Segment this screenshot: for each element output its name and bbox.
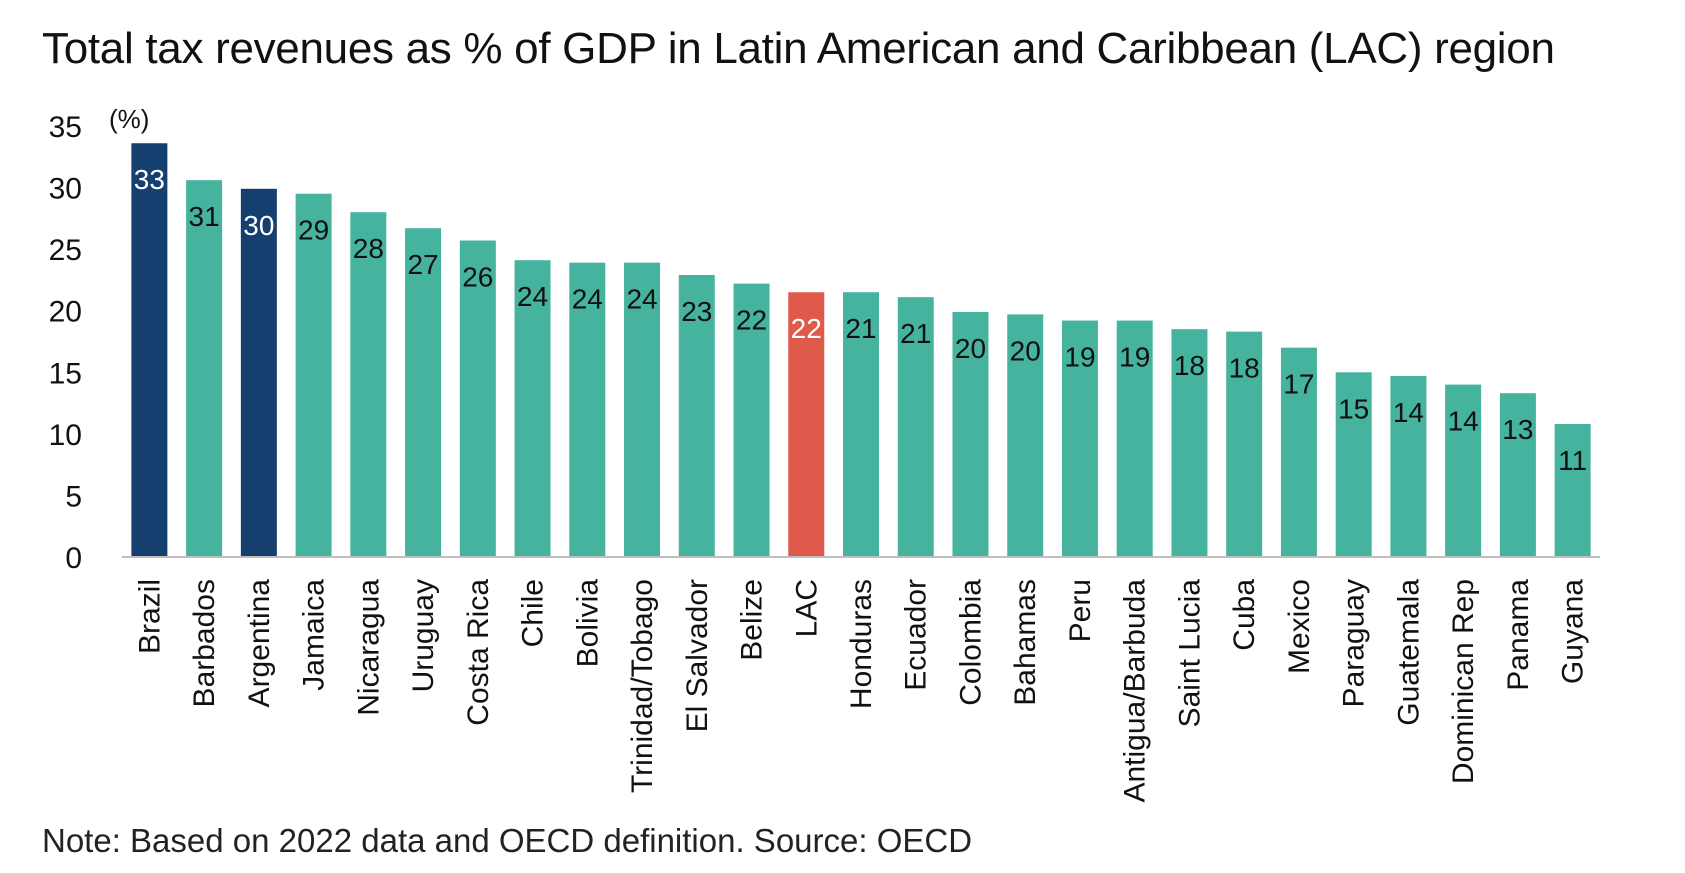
y-tick-label: 5 [65, 480, 82, 513]
bar [788, 292, 825, 557]
bar [843, 292, 879, 557]
category-label: Jamaica [298, 579, 331, 691]
data-label: 33 [134, 164, 165, 195]
bar [405, 228, 442, 558]
bar [186, 180, 223, 557]
category-label: Panama [1502, 579, 1535, 691]
category-label: Brazil [133, 579, 166, 654]
bar [240, 188, 277, 557]
data-label: 22 [736, 305, 767, 336]
data-label: 23 [681, 296, 712, 327]
category-label: Paraguay [1338, 579, 1371, 707]
category-label: Guyana [1557, 579, 1590, 684]
bar [1116, 320, 1153, 557]
chart-title: Total tax revenues as % of GDP in Latin … [42, 24, 1555, 73]
bar [514, 260, 551, 557]
bar [295, 193, 332, 557]
data-label: 19 [1119, 342, 1150, 373]
category-label: El Salvador [681, 579, 714, 732]
data-label: 31 [189, 201, 220, 232]
y-tick-label: 35 [49, 111, 82, 144]
data-label: 28 [353, 233, 384, 264]
bar [350, 212, 387, 557]
bar [678, 275, 715, 557]
data-label: 24 [626, 284, 657, 315]
y-tick-label: 0 [65, 542, 82, 575]
bar [131, 143, 168, 558]
data-label: 14 [1448, 406, 1479, 437]
data-label: 14 [1393, 397, 1424, 428]
data-label: 13 [1502, 414, 1533, 445]
data-label: 24 [517, 281, 548, 312]
data-label: 26 [462, 262, 493, 293]
data-label: 29 [298, 215, 329, 246]
category-label: Ecuador [900, 579, 933, 691]
category-label: Uruguay [407, 579, 440, 692]
category-label: Bahamas [1009, 579, 1042, 706]
y-tick-label: 25 [49, 234, 82, 267]
data-label: 24 [572, 284, 603, 315]
category-label: Argentina [243, 579, 276, 708]
bar [1445, 384, 1482, 557]
category-label: Nicaragua [352, 579, 385, 716]
bar [1061, 320, 1098, 557]
source-note: Note: Based on 2022 data and OECD defini… [42, 822, 973, 859]
bar [1226, 331, 1263, 557]
bar [1499, 393, 1536, 557]
data-label: 21 [900, 318, 931, 349]
data-label: 20 [1010, 335, 1041, 366]
data-label: 18 [1229, 353, 1260, 384]
y-tick-label: 10 [49, 419, 82, 452]
bar [1007, 314, 1044, 557]
data-label: 20 [955, 333, 986, 364]
category-label: Bolivia [571, 579, 604, 668]
category-label: Dominican Rep [1447, 579, 1480, 784]
category-label: Colombia [954, 579, 987, 706]
bar [624, 262, 661, 557]
bar [1171, 329, 1208, 557]
y-tick-label: 20 [49, 296, 82, 329]
category-label: Guatemala [1392, 579, 1425, 726]
data-label: 11 [1558, 445, 1587, 476]
category-label: Peru [1064, 579, 1097, 642]
y-tick-label: 30 [49, 173, 82, 206]
category-label: Barbados [188, 579, 221, 707]
bar [1390, 375, 1427, 557]
y-unit-label: (%) [109, 104, 149, 134]
data-label: 22 [791, 313, 822, 344]
y-tick-label: 15 [49, 357, 82, 390]
data-label: 21 [845, 313, 876, 344]
bar [1554, 424, 1591, 557]
category-label: Mexico [1283, 579, 1316, 674]
category-label: LAC [790, 579, 823, 637]
category-label: Cuba [1228, 579, 1261, 651]
bar [1335, 372, 1372, 557]
category-label: Trinidad/Tobago [626, 579, 659, 793]
category-label: Costa Rica [462, 579, 495, 726]
data-label: 17 [1283, 369, 1314, 400]
category-label: Saint Lucia [1173, 579, 1206, 728]
data-label: 27 [407, 249, 438, 280]
bar [1280, 347, 1317, 557]
data-label: 30 [243, 210, 274, 241]
bar [897, 297, 934, 557]
bar [459, 240, 496, 557]
bar [733, 283, 770, 557]
data-label: 18 [1174, 350, 1205, 381]
category-label: Antigua/Barbuda [1119, 579, 1152, 803]
bar [569, 262, 606, 557]
category-label: Honduras [845, 579, 878, 709]
bar [952, 311, 989, 557]
data-label: 19 [1064, 342, 1095, 373]
category-label: Chile [517, 579, 550, 647]
category-label: Belize [736, 579, 769, 661]
data-label: 15 [1338, 393, 1369, 424]
